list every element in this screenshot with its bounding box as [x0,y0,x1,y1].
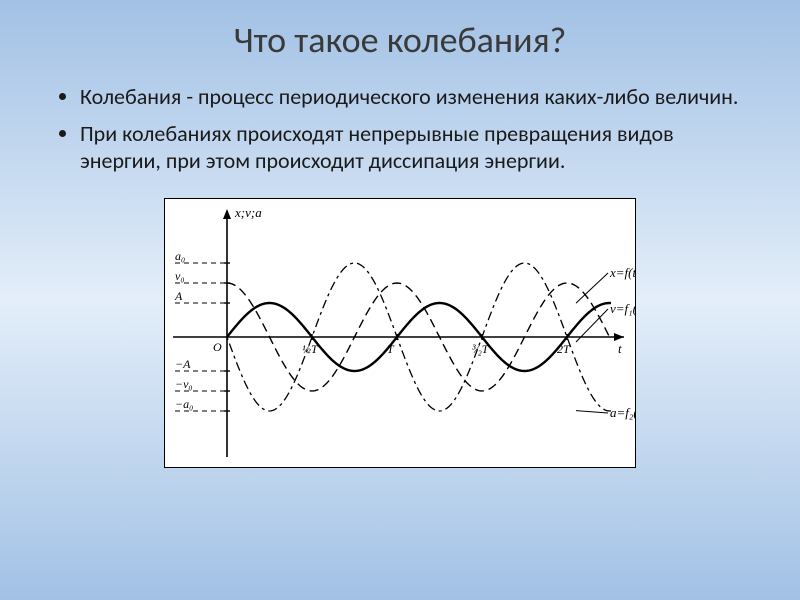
slide: Что такое колебания? Колебания - процесс… [0,0,800,600]
svg-text:v=f₁(t): v=f₁(t) [610,301,636,316]
svg-text:x=f(t): x=f(t) [609,265,636,280]
list-item: При колебаниях происходят непрерывные пр… [80,121,750,175]
body-text: Колебания - процесс периодического измен… [56,84,750,184]
svg-text:v₀: v₀ [175,269,185,283]
svg-text:A: A [174,289,183,303]
chart-container: x;v;atOa₀v₀A−A−v₀−a₀½TT³⁄₂T2Tx=f(t)v=f₁(… [164,198,636,468]
page-title: Что такое колебания? [50,18,750,62]
svg-text:−a₀: −a₀ [175,397,193,411]
svg-text:−A: −A [175,357,191,371]
list-item: Колебания - процесс периодического измен… [80,84,750,111]
svg-text:a=f₂(t): a=f₂(t) [610,405,636,420]
svg-text:O: O [213,340,222,354]
svg-text:t: t [618,341,622,356]
svg-text:x;v;a: x;v;a [234,205,262,220]
svg-text:−v₀: −v₀ [175,377,193,391]
svg-text:a₀: a₀ [175,249,185,263]
oscillation-chart: x;v;atOa₀v₀A−A−v₀−a₀½TT³⁄₂T2Tx=f(t)v=f₁(… [164,198,636,468]
svg-text:2T: 2T [557,342,571,356]
